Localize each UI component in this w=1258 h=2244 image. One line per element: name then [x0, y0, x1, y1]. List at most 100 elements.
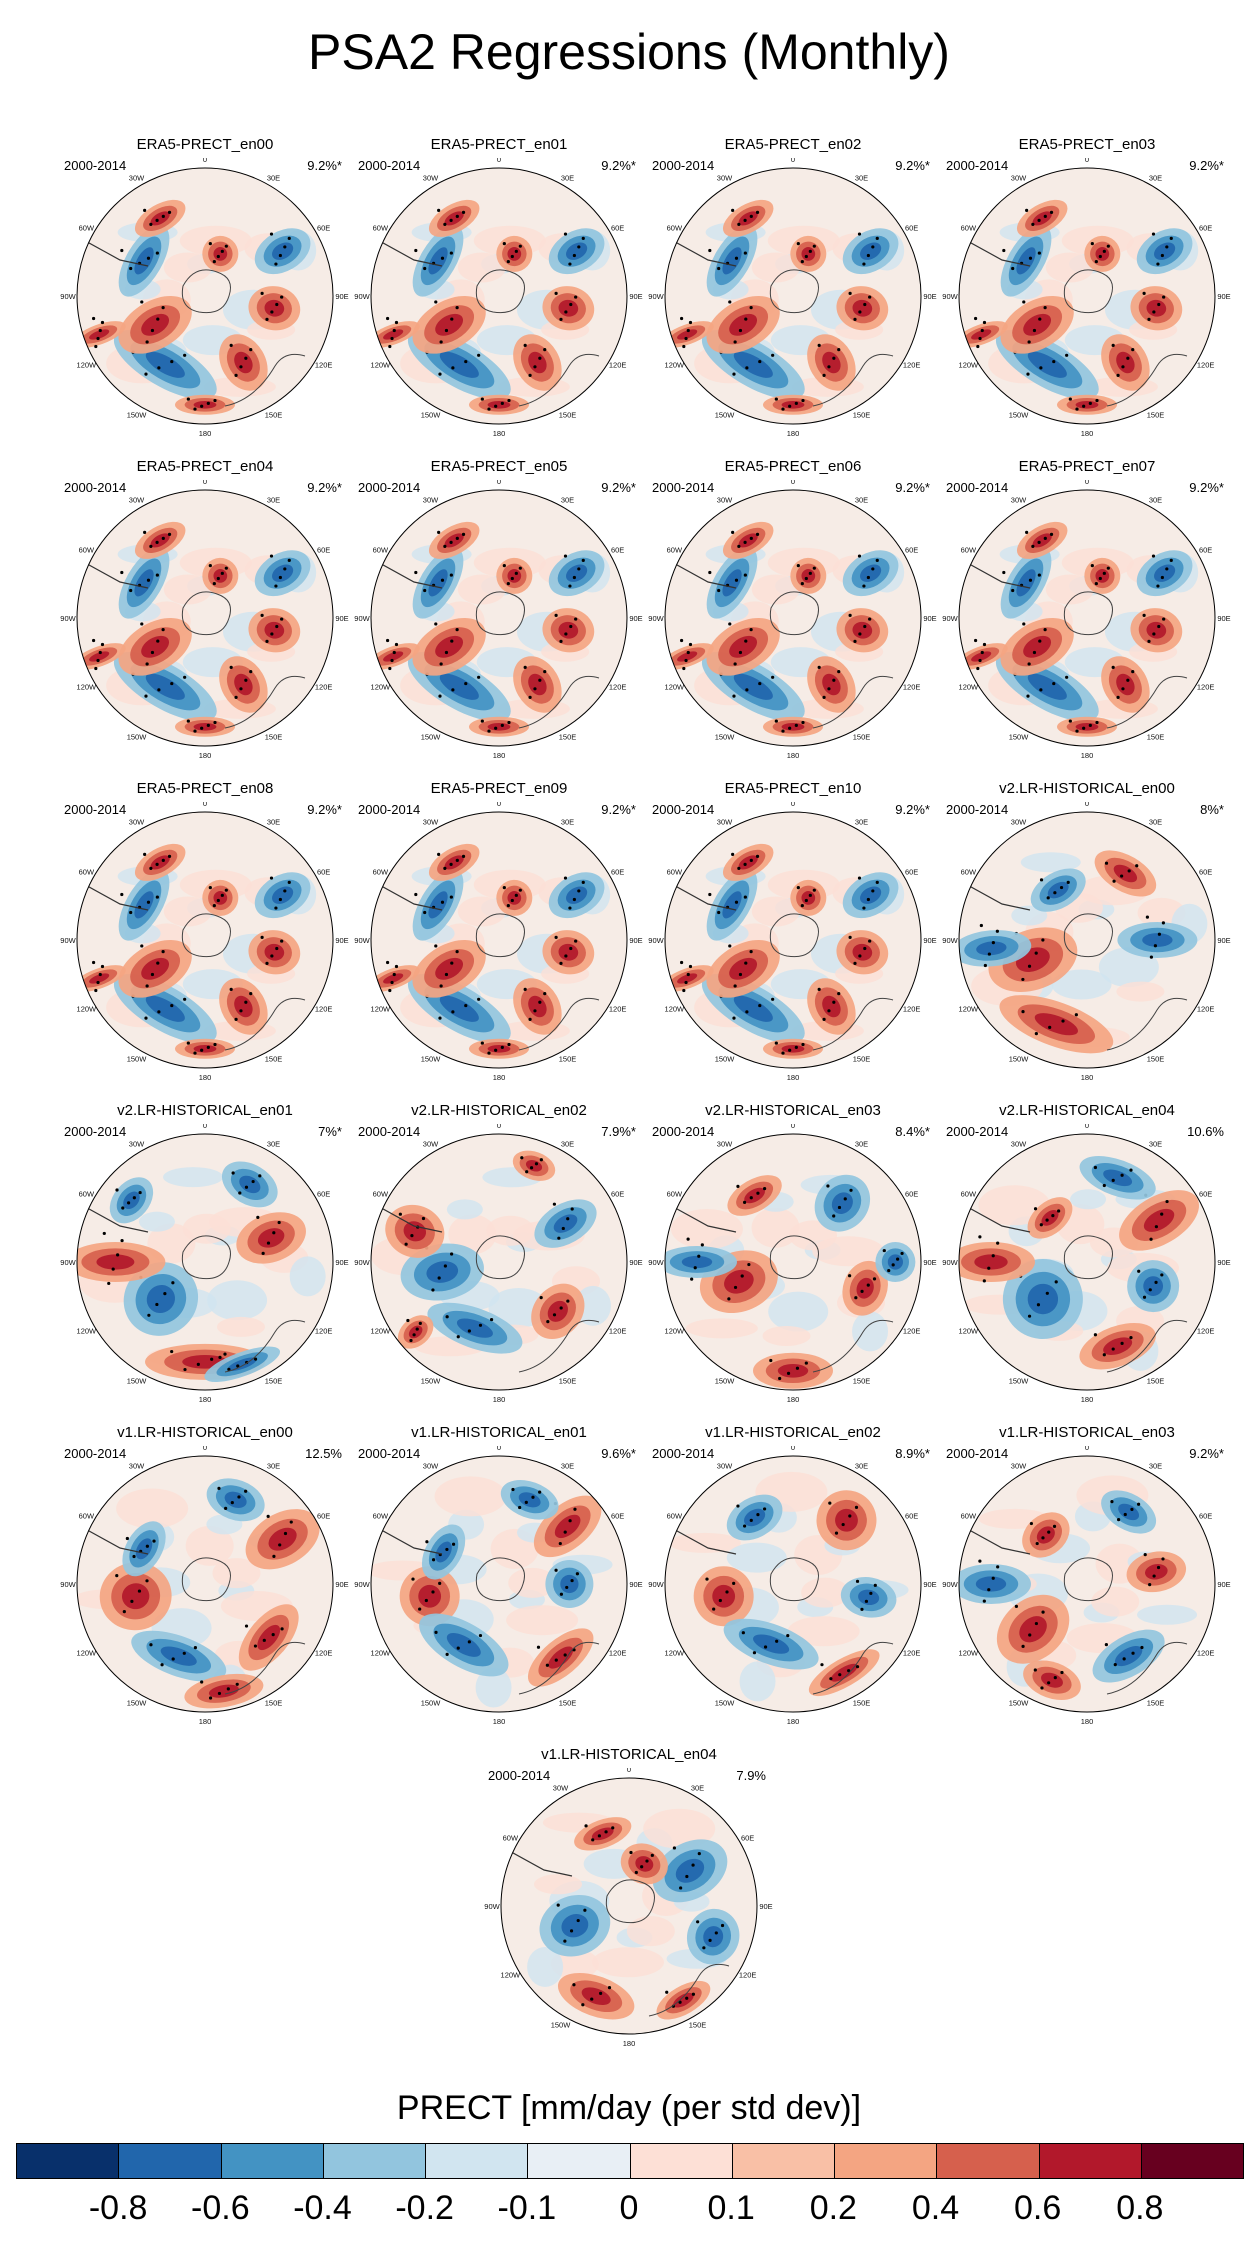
positive-anomaly-region	[234, 351, 253, 374]
significance-dot	[411, 1577, 415, 1581]
significance-dot	[1074, 1013, 1078, 1017]
longitude-label: 120W	[77, 361, 98, 370]
map-panel: v1.LR-HISTORICAL_en01 0 30E 60E 90E 120E 150E 1…	[354, 1424, 644, 1726]
antarctica-coastline	[475, 591, 525, 636]
australia-coastline	[518, 997, 600, 1051]
significance-dot	[385, 638, 390, 643]
significance-dot	[801, 398, 805, 403]
panel-title: v2.LR-HISTORICAL_en00	[999, 780, 1175, 797]
significance-dot	[737, 866, 741, 871]
australia-coastline	[224, 997, 306, 1051]
colorbar-tick-label: 0.4	[911, 2189, 960, 2227]
longitude-label: 0	[497, 480, 501, 486]
significance-dot	[679, 1886, 683, 1890]
longitude-label: 150E	[689, 2021, 707, 2030]
significance-dot	[866, 575, 870, 580]
significance-dot	[260, 613, 264, 617]
negative-anomaly-region	[146, 1285, 176, 1314]
significance-dot	[827, 687, 831, 691]
anomaly-background-patch	[751, 574, 800, 605]
significance-dot	[771, 675, 775, 679]
longitude-label: 180	[787, 1717, 800, 1726]
significance-dot	[731, 530, 735, 535]
significance-dot	[157, 1010, 161, 1014]
significance-dot	[425, 1540, 429, 1544]
significance-dot	[871, 567, 875, 571]
significance-dot	[1046, 896, 1050, 900]
significance-dot	[120, 248, 124, 253]
negative-anomaly-region	[560, 1574, 579, 1594]
significance-dot	[577, 889, 581, 893]
significance-dot	[804, 898, 808, 903]
longitude-label: 0	[791, 158, 795, 164]
significance-dot	[251, 1179, 255, 1184]
longitude-label: 150E	[853, 733, 871, 742]
anomaly-background-patch	[626, 1916, 675, 1947]
negative-anomaly-region	[1027, 673, 1067, 700]
significance-dot	[171, 1281, 175, 1285]
negative-anomaly-region	[1154, 242, 1176, 260]
longitude-label: 90W	[354, 1580, 370, 1589]
significance-dot	[1052, 1524, 1057, 1529]
positive-anomaly-region	[835, 1508, 858, 1532]
significance-dot	[132, 1554, 136, 1559]
significance-dot	[444, 650, 449, 655]
significance-dot	[494, 726, 498, 730]
significance-dot	[414, 892, 418, 897]
panel-year-range: 2000-2014	[946, 480, 1009, 495]
significance-dot	[216, 898, 220, 903]
significance-dot	[863, 946, 867, 951]
anomaly-background-patch	[527, 1946, 564, 1987]
significance-dot	[843, 1197, 847, 1201]
longitude-label: 120E	[1197, 1327, 1215, 1336]
significance-dot	[554, 291, 558, 295]
significance-dot	[274, 584, 278, 588]
significance-dot	[507, 720, 511, 725]
panel-title: v2.LR-HISTORICAL_en02	[411, 1102, 587, 1119]
significance-dot	[392, 328, 396, 333]
significance-dot	[390, 336, 394, 341]
antarctica-coastline	[1063, 913, 1113, 958]
significance-dot	[559, 317, 563, 321]
map-panel: v1.LR-HISTORICAL_en00 0 30E 60E 90E 120E 150E 1…	[60, 1424, 350, 1726]
australia-coastline	[812, 1319, 894, 1373]
significance-dot	[1161, 1557, 1165, 1561]
anomaly-background-patch	[643, 1808, 716, 1849]
negative-anomaly-region	[123, 1191, 140, 1210]
significance-dot	[1038, 317, 1042, 321]
positive-anomaly-region	[1075, 401, 1099, 409]
significance-dot	[817, 665, 821, 669]
significance-dot	[559, 1306, 563, 1310]
significance-dot	[161, 628, 165, 632]
significance-dot	[440, 578, 445, 582]
negative-anomaly-region	[722, 569, 742, 597]
longitude-label: 90E	[1217, 1580, 1230, 1589]
significance-dot	[847, 1669, 851, 1673]
longitude-label: 60E	[905, 1190, 918, 1199]
anomaly-background-patch	[216, 1316, 265, 1337]
significance-dot	[808, 571, 812, 575]
significance-dot	[570, 1578, 574, 1583]
significance-dot	[561, 1226, 565, 1231]
longitude-label: 180	[1081, 1717, 1094, 1726]
significance-dot	[287, 558, 291, 562]
significance-dot	[1088, 401, 1092, 405]
longitude-label: 150E	[853, 411, 871, 420]
negative-anomaly-region	[553, 1214, 578, 1233]
significance-dot	[1130, 1507, 1134, 1511]
significance-dot	[1035, 1541, 1039, 1546]
significance-dot	[489, 1317, 494, 1322]
longitude-label: 60W	[373, 868, 389, 877]
significance-dot	[1165, 245, 1169, 249]
significance-dot	[559, 639, 563, 643]
significance-dot	[506, 904, 510, 908]
map-panel: ERA5-PRECT_en06 0 30E 60E 90E 120E 150E 180 150W…	[648, 458, 938, 760]
positive-anomaly-region	[141, 957, 170, 980]
longitude-label: 180	[1081, 429, 1094, 438]
positive-anomaly-region	[677, 651, 698, 662]
longitude-label: 120W	[665, 683, 686, 692]
panel-variance-percent: 8%*	[1200, 802, 1224, 817]
significance-dot	[774, 397, 778, 401]
significance-dot	[146, 900, 151, 904]
longitude-label: 60E	[1199, 1190, 1212, 1199]
